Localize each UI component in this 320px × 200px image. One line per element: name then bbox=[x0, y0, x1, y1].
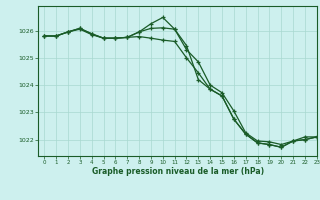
X-axis label: Graphe pression niveau de la mer (hPa): Graphe pression niveau de la mer (hPa) bbox=[92, 167, 264, 176]
